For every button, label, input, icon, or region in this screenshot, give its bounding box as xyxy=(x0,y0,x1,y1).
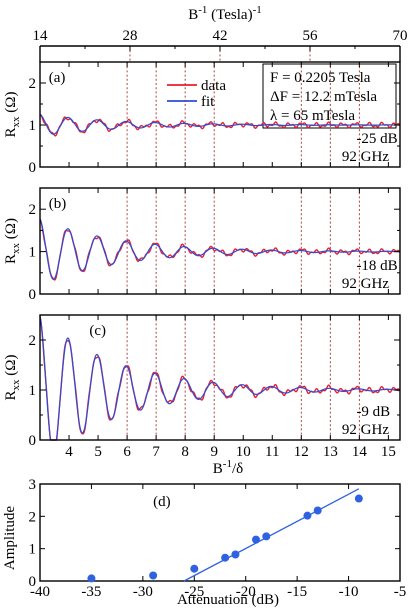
fit-params-box: F = 0.2205 Tesla ΔF = 12.2 mTesla λ = 65… xyxy=(262,63,397,129)
panel-b: 0 1 2 Rxx (Ω) (b) -18 dB 92 GHz xyxy=(3,187,401,303)
top-tick-label: 28 xyxy=(123,28,138,44)
legend-fit-label: fit xyxy=(201,94,215,110)
x-tick-label: 13 xyxy=(323,444,338,460)
amplitude-point xyxy=(354,494,363,503)
frequency-label: 92 GHz xyxy=(342,149,389,165)
y-tick-label: 0 xyxy=(29,287,37,303)
panel-d: -40 -35 -30 -25 -20 -15 -10 -5 0 1 2 3 (d) xyxy=(29,477,407,600)
y-tick-label: 1 xyxy=(29,383,37,399)
top-tick-label: 14 xyxy=(33,28,49,44)
power-label: -18 dB xyxy=(356,258,397,274)
panel-a: 0 1 2 Rxx (Ω) (a) -25 dB 92 GHz xyxy=(3,61,401,176)
legend-data-label: data xyxy=(201,78,226,94)
y-tick-label: 2 xyxy=(29,509,37,525)
top-tick-label: 42 xyxy=(213,28,228,44)
x-tick-label: 8 xyxy=(181,444,189,460)
x-tick-label: 14 xyxy=(352,444,368,460)
panel-tag: (c) xyxy=(89,323,106,339)
panel-tag: (a) xyxy=(49,70,66,86)
x-tick-label: 10 xyxy=(236,444,251,460)
amplitude-point xyxy=(252,535,260,544)
panel-tag: (b) xyxy=(49,196,67,212)
y-tick-label: 1 xyxy=(29,118,37,134)
amplitude-point xyxy=(87,574,96,583)
amplitude-point xyxy=(221,553,230,562)
amplitude-x-label: Attenuation (dB) xyxy=(177,592,279,608)
x-tick-label: 15 xyxy=(381,444,396,460)
x-tick-label: 5 xyxy=(94,444,102,460)
top-axis-label: B-1 (Tesla)-1 xyxy=(188,4,262,23)
x-tick-label: 6 xyxy=(123,444,131,460)
x-tick-label: 4 xyxy=(65,444,73,460)
x-tick-label: -35 xyxy=(81,584,101,600)
frequency-label: 92 GHz xyxy=(342,422,389,438)
data-series-line xyxy=(39,218,401,281)
y-tick-label: 2 xyxy=(29,202,37,218)
amplitude-point xyxy=(231,550,240,559)
panel-frame xyxy=(39,61,401,168)
fit-param-dF: ΔF = 12.2 mTesla xyxy=(270,89,377,105)
x-tick-label: -15 xyxy=(287,584,307,600)
amplitude-point xyxy=(190,564,199,573)
x-tick-label: -25 xyxy=(184,584,204,600)
fit-series-line xyxy=(39,113,401,135)
legend: data fit xyxy=(167,78,226,110)
y-tick-label: 3 xyxy=(29,477,37,493)
power-label: -9 dB xyxy=(356,404,390,420)
amplitude-point xyxy=(313,506,322,515)
panel-frame xyxy=(39,314,401,441)
x-tick-label: -10 xyxy=(339,584,359,600)
y-tick-label: 0 xyxy=(29,433,37,449)
y-axis-label: Rxx (Ω) xyxy=(3,218,22,264)
fit-series-line xyxy=(39,316,401,441)
panel-c: 0 1 2 Rxx (Ω) (c) -9 dB 92 GHz xyxy=(3,314,401,449)
x-axis-label: B-1/δ xyxy=(213,458,243,477)
x-tick-label: 11 xyxy=(265,444,279,460)
amplitude-point xyxy=(262,532,271,541)
fit-param-F: F = 0.2205 Tesla xyxy=(270,70,371,86)
x-tick-label: -20 xyxy=(236,584,256,600)
y-tick-label: 1 xyxy=(29,245,37,261)
y-tick-label: 0 xyxy=(29,574,37,590)
top-tick-label: 56 xyxy=(303,28,319,44)
fit-series-line xyxy=(39,218,401,280)
power-label: -25 dB xyxy=(356,131,397,147)
y-tick-label: 2 xyxy=(29,333,37,349)
y-axis-label: Rxx (Ω) xyxy=(3,355,22,401)
panel-frame xyxy=(39,187,401,295)
amplitude-point xyxy=(149,571,158,580)
y-tick-label: 2 xyxy=(29,76,37,92)
x-tick-label: 12 xyxy=(294,444,309,460)
y-tick-label: 0 xyxy=(29,160,37,176)
amplitude-y-label: Amplitude xyxy=(2,506,18,571)
top-tick-label: 70 xyxy=(393,28,408,44)
x-tick-label: -40 xyxy=(30,584,50,600)
frequency-label: 92 GHz xyxy=(342,276,389,292)
x-tick-label: 9 xyxy=(210,444,218,460)
y-tick-label: 1 xyxy=(29,542,37,558)
panel-frame xyxy=(39,483,401,582)
amplitude-point xyxy=(303,511,312,520)
fit-param-lambda: λ = 65 mTesla xyxy=(270,108,355,124)
y-axis-label: Rxx (Ω) xyxy=(3,92,22,138)
panel-tag: (d) xyxy=(153,494,171,510)
x-tick-label: -5 xyxy=(394,584,407,600)
x-tick-label: 7 xyxy=(152,444,160,460)
x-tick-label: -30 xyxy=(133,584,153,600)
amplitude-fit-line xyxy=(183,488,360,582)
